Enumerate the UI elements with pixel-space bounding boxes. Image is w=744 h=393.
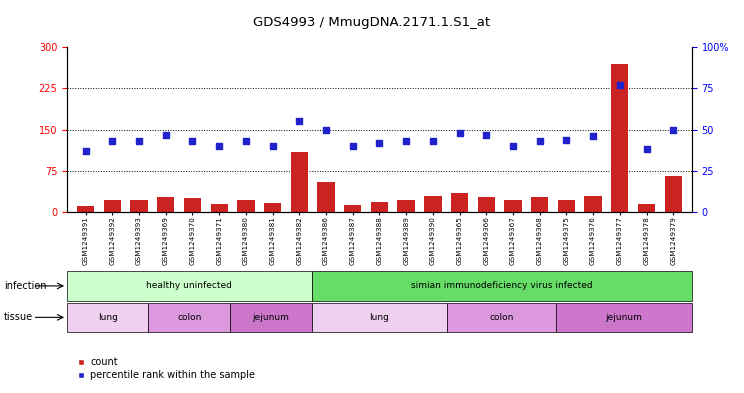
Bar xyxy=(611,64,629,212)
Bar xyxy=(67,271,312,301)
Bar xyxy=(264,203,281,212)
Bar xyxy=(371,202,388,212)
Point xyxy=(133,138,145,144)
Point xyxy=(373,140,385,146)
Bar xyxy=(451,193,468,212)
Text: lung: lung xyxy=(97,313,118,322)
Point xyxy=(240,138,252,144)
Bar xyxy=(184,198,201,212)
Text: simian immunodeficiency virus infected: simian immunodeficiency virus infected xyxy=(411,281,592,290)
Point xyxy=(507,143,519,149)
Text: colon: colon xyxy=(177,313,202,322)
Bar xyxy=(130,200,148,212)
Point xyxy=(454,130,466,136)
Bar xyxy=(157,197,174,212)
Bar xyxy=(664,176,682,212)
Bar xyxy=(312,303,447,332)
Bar xyxy=(556,303,692,332)
Bar xyxy=(211,204,228,212)
Text: jejunum: jejunum xyxy=(252,313,289,322)
Legend: count, percentile rank within the sample: count, percentile rank within the sample xyxy=(72,354,259,384)
Point xyxy=(481,132,493,138)
Point xyxy=(560,136,572,143)
Bar xyxy=(344,205,362,212)
Bar xyxy=(447,303,556,332)
Point xyxy=(614,82,626,88)
Text: GDS4993 / MmugDNA.2171.1.S1_at: GDS4993 / MmugDNA.2171.1.S1_at xyxy=(254,16,490,29)
Text: colon: colon xyxy=(490,313,514,322)
Bar xyxy=(237,200,254,212)
Point xyxy=(641,146,652,152)
Bar xyxy=(478,197,495,212)
Point xyxy=(667,127,679,133)
Point xyxy=(347,143,359,149)
Text: infection: infection xyxy=(4,281,46,291)
Bar xyxy=(531,197,548,212)
Bar xyxy=(77,206,94,212)
Bar xyxy=(397,200,415,212)
Bar xyxy=(291,152,308,212)
Point xyxy=(214,143,225,149)
Bar xyxy=(149,303,230,332)
Text: lung: lung xyxy=(370,313,389,322)
Point xyxy=(533,138,545,144)
Point xyxy=(320,127,332,133)
Bar xyxy=(638,204,655,212)
Text: jejunum: jejunum xyxy=(606,313,642,322)
Point xyxy=(187,138,199,144)
Bar xyxy=(318,182,335,212)
Text: tissue: tissue xyxy=(4,312,33,322)
Point xyxy=(293,118,305,125)
Point xyxy=(160,132,172,138)
Bar xyxy=(424,196,441,212)
Bar xyxy=(558,200,575,212)
Text: healthy uninfected: healthy uninfected xyxy=(147,281,232,290)
Bar xyxy=(585,196,602,212)
Point xyxy=(106,138,118,144)
Point xyxy=(427,138,439,144)
Point xyxy=(80,148,92,154)
Bar xyxy=(103,200,121,212)
Bar xyxy=(504,200,522,212)
Point xyxy=(400,138,412,144)
Bar xyxy=(312,271,692,301)
Point xyxy=(587,133,599,140)
Bar xyxy=(230,303,312,332)
Point xyxy=(266,143,278,149)
Bar xyxy=(67,303,149,332)
